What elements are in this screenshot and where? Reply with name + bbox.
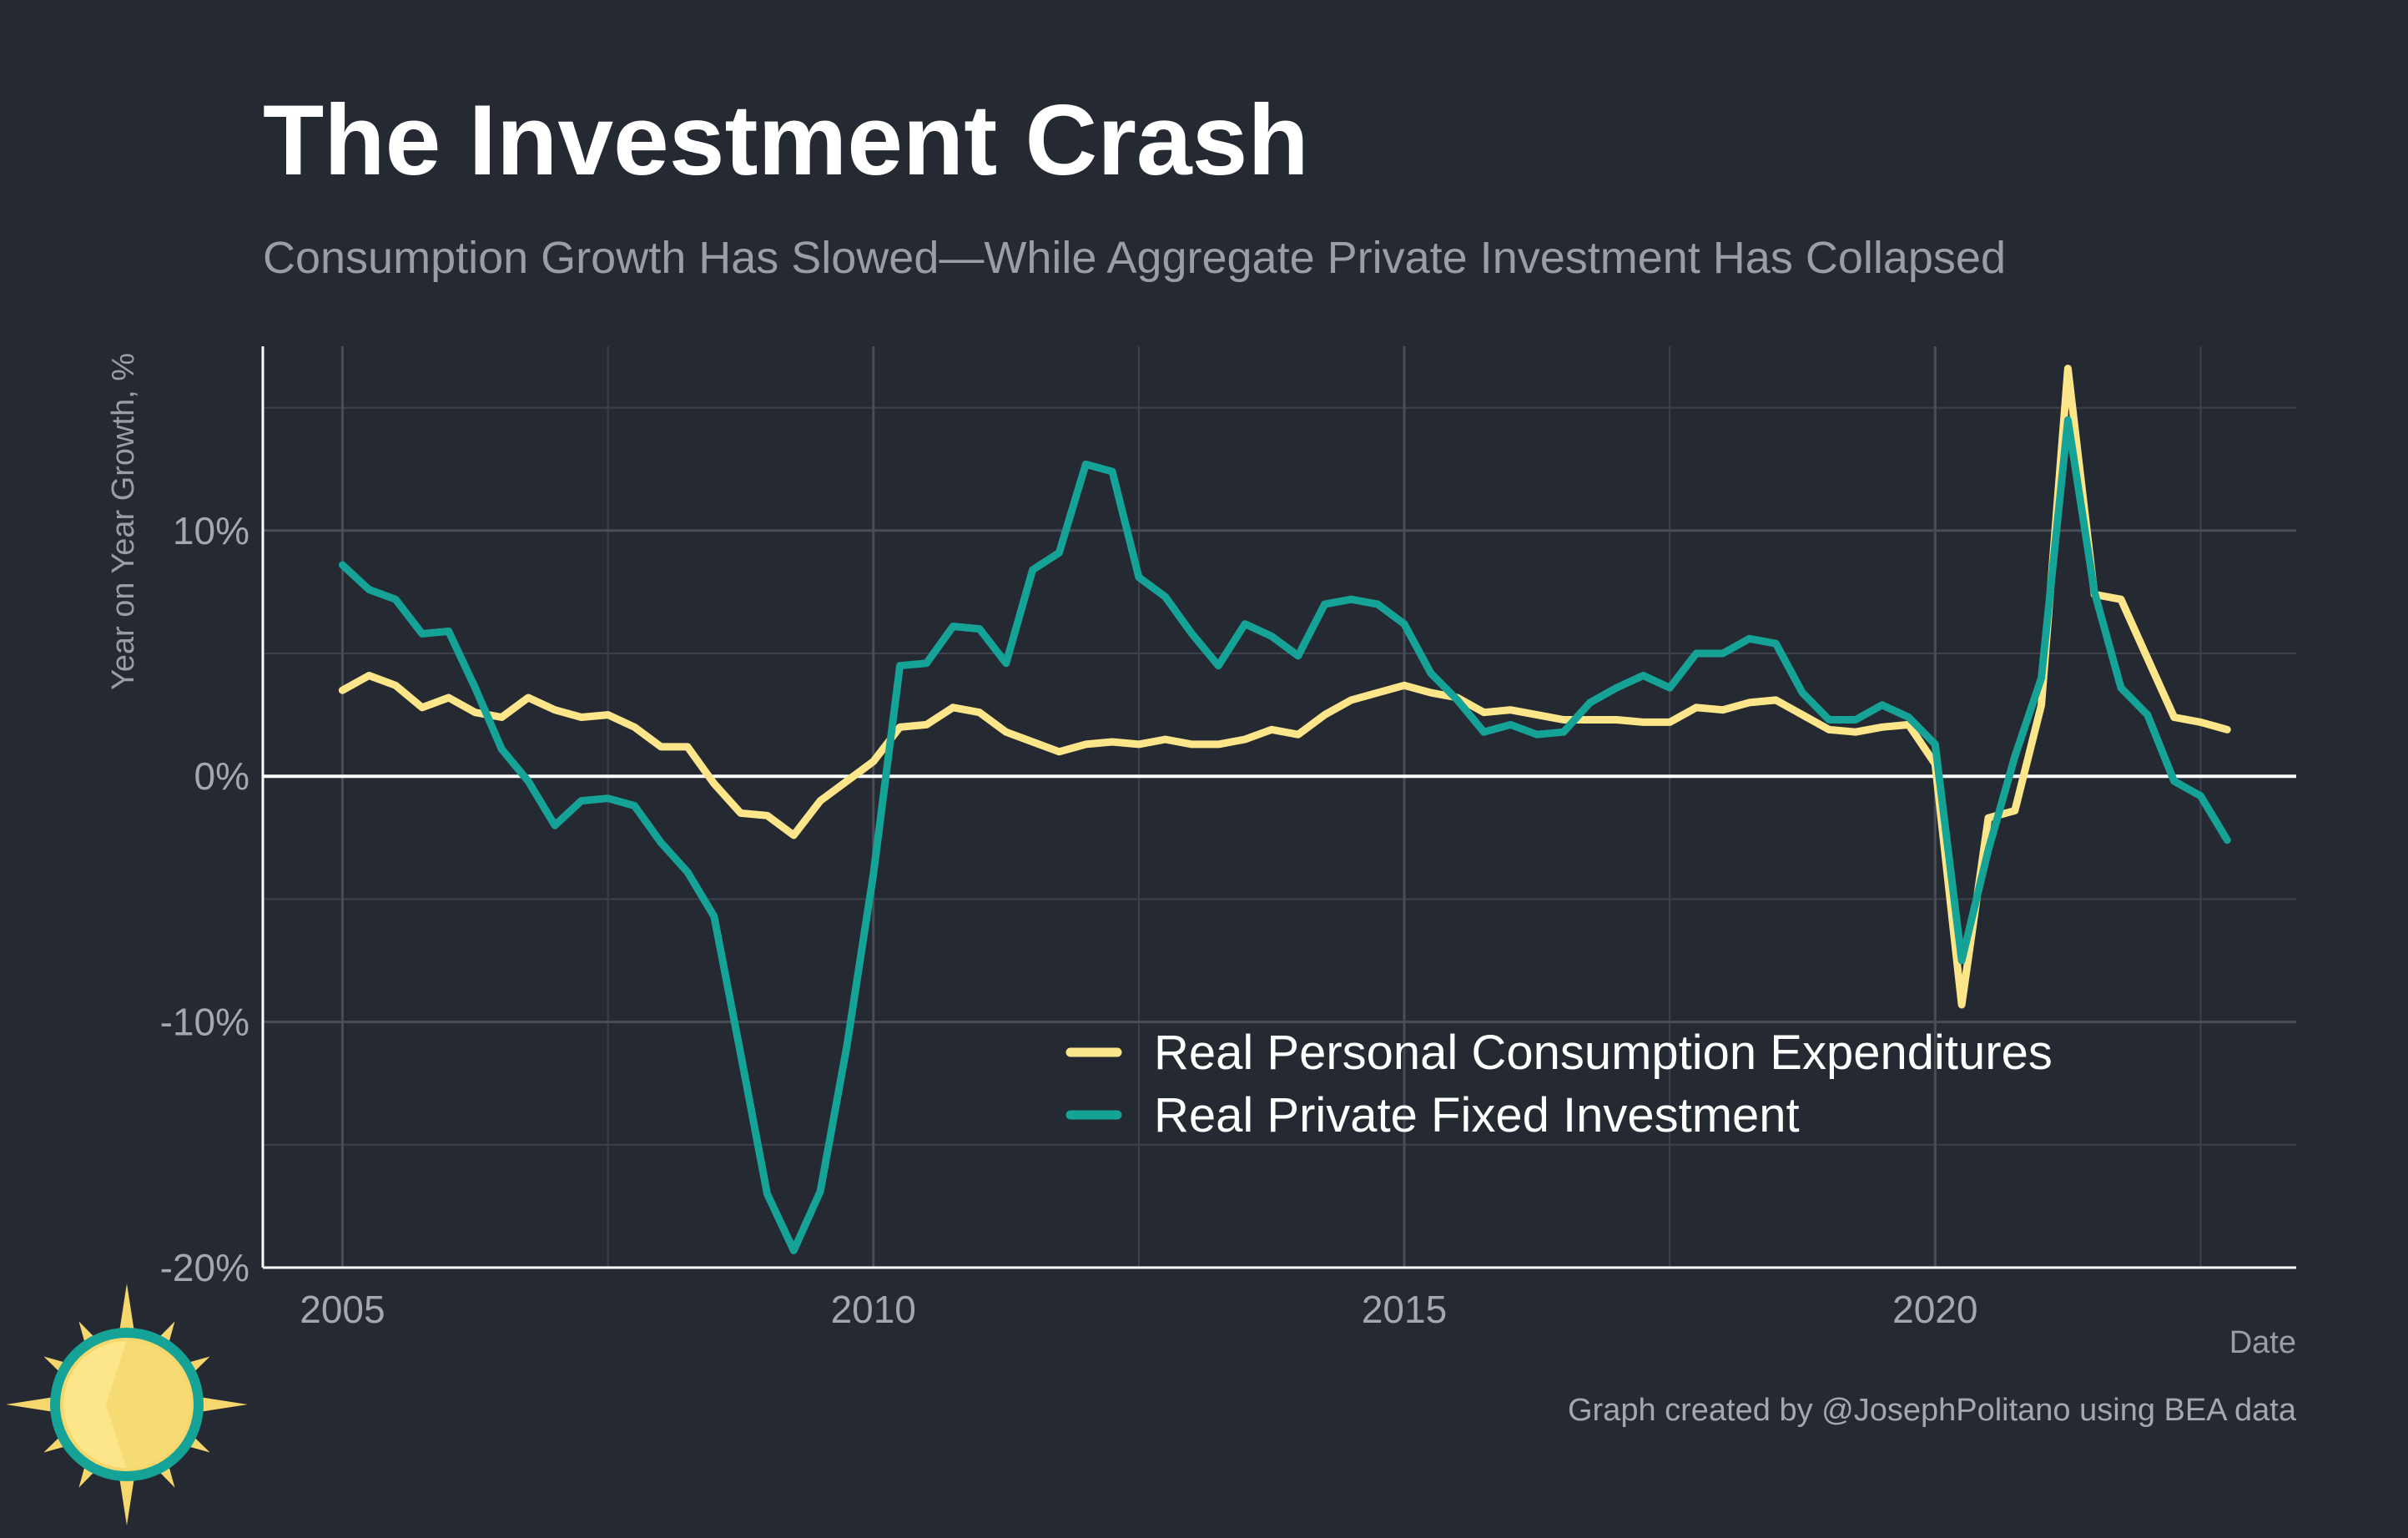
y-tick-label: -10%: [160, 1001, 249, 1044]
series-lines: [338, 365, 2231, 1254]
sun-icon: [6, 1283, 248, 1525]
x-tick-label: 2010: [831, 1288, 916, 1331]
minor-gridlines: [263, 346, 2296, 1268]
chart-title: The Investment Crash: [263, 84, 1309, 196]
y-axis-title: Year on Year Growth, %: [106, 353, 141, 690]
series-line-consumption: [338, 365, 2231, 1009]
legend-label: Real Private Fixed Investment: [1154, 1088, 1800, 1142]
y-tick-label: 10%: [173, 509, 249, 552]
legend-label: Real Personal Consumption Expenditures: [1154, 1026, 2053, 1080]
x-tick-label: 2020: [1892, 1288, 1977, 1331]
chart-subtitle: Consumption Growth Has Slowed—While Aggr…: [263, 233, 2006, 283]
x-axis-title: Date: [2229, 1325, 2296, 1360]
x-tick-labels: 2005 2010 2015 2020: [300, 1288, 1977, 1331]
x-tick-label: 2005: [300, 1288, 385, 1331]
x-tick-label: 2015: [1362, 1288, 1447, 1331]
y-tick-label: 0%: [194, 754, 249, 798]
legend: Real Personal Consumption Expenditures Re…: [1065, 1026, 2053, 1142]
source-caption: Graph created by @JosephPolitano using B…: [1568, 1393, 2297, 1428]
series-line-investment: [338, 416, 2231, 1254]
y-tick-label: -20%: [160, 1246, 249, 1289]
y-tick-labels: -20% -10% 0% 10%: [160, 509, 249, 1289]
